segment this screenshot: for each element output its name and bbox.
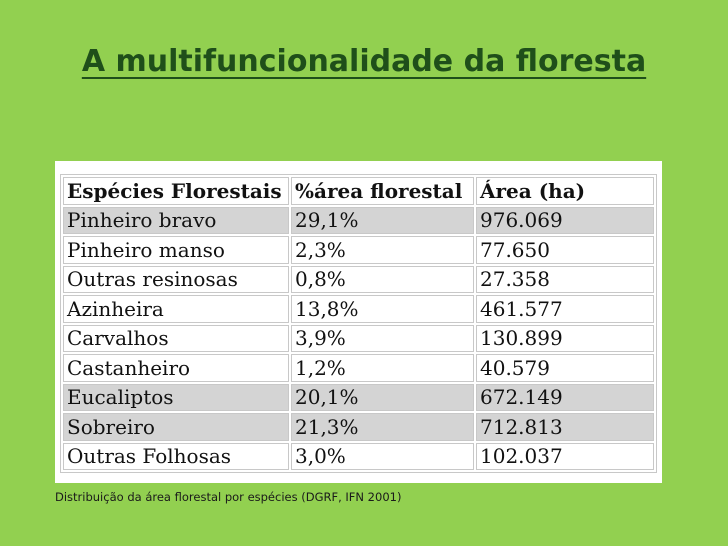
cell-species: Castanheiro bbox=[63, 354, 289, 382]
cell-species: Eucaliptos bbox=[63, 383, 289, 411]
cell-area: 976.069 bbox=[476, 206, 654, 234]
cell-species: Outras Folhosas bbox=[63, 442, 289, 470]
table-caption: Distribuição da área florestal por espéc… bbox=[55, 490, 402, 504]
table-panel: Espécies Florestais %área florestal Área… bbox=[55, 161, 662, 483]
cell-area: 40.579 bbox=[476, 354, 654, 382]
cell-percent: 21,3% bbox=[291, 413, 474, 441]
header-percent-area: %área florestal bbox=[291, 177, 474, 205]
cell-species: Sobreiro bbox=[63, 413, 289, 441]
table-header-row: Espécies Florestais %área florestal Área… bbox=[63, 177, 654, 205]
table-row: Castanheiro 1,2% 40.579 bbox=[63, 354, 654, 382]
cell-percent: 2,3% bbox=[291, 236, 474, 264]
table-row: Carvalhos 3,9% 130.899 bbox=[63, 324, 654, 352]
table-row: Eucaliptos 20,1% 672.149 bbox=[63, 383, 654, 411]
cell-percent: 20,1% bbox=[291, 383, 474, 411]
cell-species: Pinheiro bravo bbox=[63, 206, 289, 234]
cell-species: Outras resinosas bbox=[63, 265, 289, 293]
cell-percent: 1,2% bbox=[291, 354, 474, 382]
cell-area: 130.899 bbox=[476, 324, 654, 352]
cell-species: Carvalhos bbox=[63, 324, 289, 352]
cell-area: 27.358 bbox=[476, 265, 654, 293]
cell-area: 461.577 bbox=[476, 295, 654, 323]
table-row: Sobreiro 21,3% 712.813 bbox=[63, 413, 654, 441]
cell-area: 102.037 bbox=[476, 442, 654, 470]
cell-area: 712.813 bbox=[476, 413, 654, 441]
slide-title: A multifuncionalidade da floresta bbox=[81, 44, 647, 79]
species-area-table: Espécies Florestais %área florestal Área… bbox=[60, 174, 657, 473]
table-row: Outras Folhosas 3,0% 102.037 bbox=[63, 442, 654, 470]
cell-percent: 0,8% bbox=[291, 265, 474, 293]
header-area-ha: Área (ha) bbox=[476, 177, 654, 205]
cell-percent: 3,9% bbox=[291, 324, 474, 352]
cell-percent: 3,0% bbox=[291, 442, 474, 470]
table-row: Outras resinosas 0,8% 27.358 bbox=[63, 265, 654, 293]
table-row: Pinheiro manso 2,3% 77.650 bbox=[63, 236, 654, 264]
table-row: Pinheiro bravo 29,1% 976.069 bbox=[63, 206, 654, 234]
header-species: Espécies Florestais bbox=[63, 177, 289, 205]
table-row: Azinheira 13,8% 461.577 bbox=[63, 295, 654, 323]
cell-area: 77.650 bbox=[476, 236, 654, 264]
cell-area: 672.149 bbox=[476, 383, 654, 411]
cell-species: Pinheiro manso bbox=[63, 236, 289, 264]
cell-percent: 13,8% bbox=[291, 295, 474, 323]
cell-species: Azinheira bbox=[63, 295, 289, 323]
cell-percent: 29,1% bbox=[291, 206, 474, 234]
